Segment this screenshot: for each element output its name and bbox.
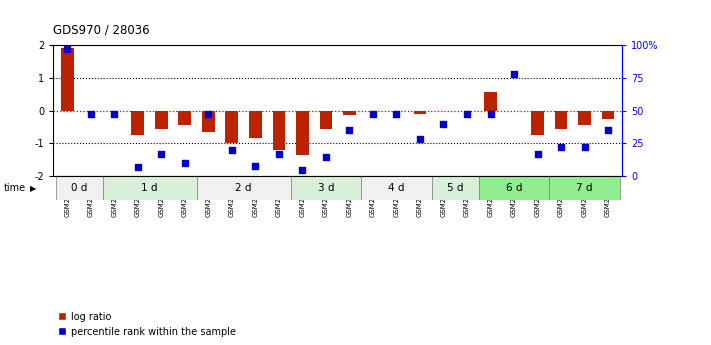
Bar bbox=[319, 110, 333, 129]
Point bbox=[320, 154, 331, 159]
Text: 6 d: 6 d bbox=[506, 183, 523, 193]
FancyBboxPatch shape bbox=[291, 176, 361, 200]
Point bbox=[485, 112, 496, 117]
Text: time: time bbox=[4, 183, 26, 193]
Text: 1 d: 1 d bbox=[141, 183, 158, 193]
Bar bbox=[414, 110, 427, 114]
Text: 3 d: 3 d bbox=[318, 183, 334, 193]
Bar bbox=[484, 92, 497, 110]
Point bbox=[391, 112, 402, 117]
Point bbox=[156, 151, 167, 157]
Bar bbox=[272, 110, 285, 150]
Bar bbox=[249, 110, 262, 138]
Point bbox=[415, 137, 426, 142]
Text: 7 d: 7 d bbox=[577, 183, 593, 193]
Point bbox=[602, 128, 614, 133]
Point bbox=[109, 112, 120, 117]
Point bbox=[85, 112, 97, 117]
Bar bbox=[132, 110, 144, 135]
Point bbox=[62, 46, 73, 51]
Point bbox=[532, 151, 543, 157]
FancyBboxPatch shape bbox=[55, 176, 102, 200]
Point bbox=[296, 167, 308, 172]
Bar bbox=[555, 110, 567, 129]
Bar bbox=[602, 110, 614, 119]
Bar bbox=[225, 110, 238, 144]
Text: ▶: ▶ bbox=[30, 184, 36, 193]
Bar bbox=[155, 110, 168, 129]
Point bbox=[344, 128, 356, 133]
Point bbox=[132, 164, 144, 170]
Point bbox=[273, 151, 284, 157]
Text: 5 d: 5 d bbox=[447, 183, 464, 193]
Point bbox=[368, 112, 379, 117]
Bar bbox=[61, 48, 74, 110]
Point bbox=[555, 145, 567, 150]
Point bbox=[579, 145, 590, 150]
Bar bbox=[531, 110, 544, 135]
Text: GDS970 / 28036: GDS970 / 28036 bbox=[53, 23, 150, 36]
Bar bbox=[296, 110, 309, 155]
Text: 0 d: 0 d bbox=[71, 183, 87, 193]
FancyBboxPatch shape bbox=[550, 176, 620, 200]
Point bbox=[226, 147, 237, 153]
Point bbox=[250, 163, 261, 168]
Point bbox=[508, 71, 520, 77]
Legend: log ratio, percentile rank within the sample: log ratio, percentile rank within the sa… bbox=[58, 312, 236, 337]
FancyBboxPatch shape bbox=[432, 176, 479, 200]
Bar bbox=[343, 110, 356, 116]
Text: 4 d: 4 d bbox=[388, 183, 405, 193]
Bar bbox=[202, 110, 215, 132]
FancyBboxPatch shape bbox=[479, 176, 550, 200]
Point bbox=[438, 121, 449, 126]
Bar bbox=[578, 110, 591, 125]
FancyBboxPatch shape bbox=[102, 176, 197, 200]
Bar bbox=[178, 110, 191, 125]
FancyBboxPatch shape bbox=[361, 176, 432, 200]
Point bbox=[461, 112, 473, 117]
FancyBboxPatch shape bbox=[197, 176, 291, 200]
Text: 2 d: 2 d bbox=[235, 183, 252, 193]
Point bbox=[179, 160, 191, 166]
Point bbox=[203, 112, 214, 117]
